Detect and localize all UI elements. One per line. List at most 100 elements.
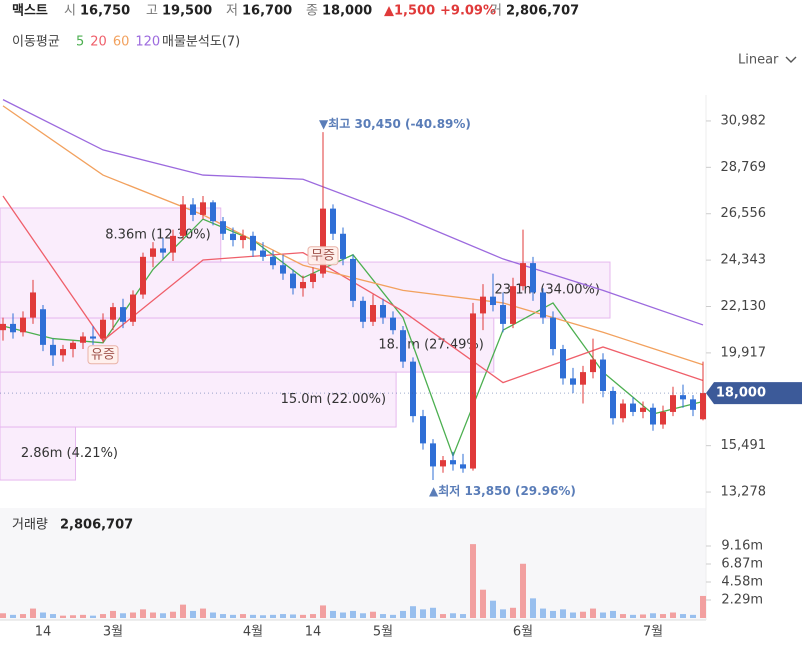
volume-bar: [660, 614, 666, 618]
event-badge: [87, 345, 119, 365]
volume-profile-label: 15.0m (22.00%): [281, 392, 386, 407]
y-tick-label: 13,278: [721, 485, 767, 500]
y-tick-label: 24,343: [721, 253, 767, 268]
candle-body: [610, 390, 616, 419]
volume-panel-value: 2,806,707: [60, 518, 133, 533]
volume-bar: [550, 610, 556, 618]
candle-body: [530, 263, 536, 293]
volume-bar: [420, 609, 426, 618]
candle-body: [150, 248, 156, 257]
candle-body: [450, 460, 456, 465]
ma-line: [2, 99, 704, 326]
volume-bar: [160, 613, 166, 618]
chevron-icon[interactable]: [785, 56, 797, 63]
volume-bar: [340, 612, 346, 618]
candle-body: [490, 296, 496, 306]
event-label: 유증: [91, 347, 115, 362]
volume-bar: [690, 614, 696, 618]
volume-bar: [680, 614, 686, 618]
volume-bar: [50, 614, 56, 618]
volume-bar: [250, 614, 256, 618]
volume-bar: [590, 608, 596, 618]
candle-body: [670, 395, 676, 412]
high-annotation: ▼최고 30,450 (-40.89%): [319, 116, 471, 131]
low-label: 저: [226, 4, 238, 19]
volume-bar: [670, 612, 676, 618]
candle-body: [90, 336, 96, 339]
candle-body: [540, 292, 546, 318]
ma-legend-item: 20: [90, 35, 107, 50]
volume-bar: [170, 611, 176, 618]
candle-body: [640, 407, 646, 412]
volume-bar: [60, 615, 66, 618]
volume-bar: [450, 613, 456, 618]
candle-body: [120, 307, 126, 322]
candle-body: [250, 235, 256, 251]
candle-body: [280, 265, 286, 274]
volume-bar: [90, 615, 96, 618]
volume-bar: [540, 608, 546, 618]
last-price-label: 18,000: [716, 386, 766, 401]
x-tick-label: 7월: [643, 625, 663, 640]
volume-bar: [200, 608, 206, 618]
volume-bar: [500, 609, 506, 618]
candle-body: [0, 323, 6, 331]
ma-legend-item: 60: [113, 35, 130, 50]
volume-bar: [240, 614, 246, 618]
volume-value: 2,806,707: [506, 4, 579, 19]
volume-bar: [400, 610, 406, 618]
candle-body: [580, 372, 586, 385]
candle-body: [50, 344, 56, 356]
candle-body: [160, 248, 166, 253]
volume-bar: [0, 613, 6, 618]
candle-body: [80, 336, 86, 343]
volume-bar: [330, 610, 336, 618]
high-label: 고: [146, 4, 158, 19]
candle-body: [560, 349, 566, 379]
candle-body: [460, 464, 466, 469]
volume-bar: [530, 598, 536, 618]
candle-body: [700, 393, 706, 420]
volume-panel-label: 거래량: [12, 518, 48, 533]
y-tick-label: 22,130: [721, 299, 767, 314]
candle-body: [190, 204, 196, 215]
scale-menu[interactable]: Linear: [738, 53, 779, 68]
volume-bar: [390, 614, 396, 618]
volume-bar: [410, 606, 416, 618]
candle-body: [630, 403, 636, 412]
profile-legend[interactable]: 매물분석도(7): [162, 35, 240, 50]
candle-body: [330, 208, 336, 234]
candle-body: [400, 330, 406, 362]
volume-bar: [220, 614, 226, 618]
volume-tick-label: 2.29m: [721, 593, 763, 608]
candle-body: [440, 460, 446, 467]
candle-body: [200, 202, 206, 215]
candle-body: [500, 305, 506, 324]
volume-bar: [270, 614, 276, 618]
candle-body: [510, 286, 516, 324]
x-tick-label: 5월: [373, 625, 393, 640]
volume-profile-label: 2.86m (4.21%): [21, 446, 118, 461]
volume-bar: [470, 544, 476, 618]
volume-tick-label: 6.87m: [721, 557, 763, 572]
event-label: 무증: [311, 248, 335, 263]
candle-body: [360, 300, 366, 322]
candle-body: [660, 411, 666, 425]
candle-body: [320, 208, 326, 274]
volume-bar: [520, 563, 526, 618]
candle-body: [30, 292, 36, 318]
volume-bar: [110, 610, 116, 618]
volume-label: 거: [490, 4, 502, 19]
volume-bar: [80, 614, 86, 618]
x-tick-label: 3월: [103, 625, 123, 640]
volume-profile-label: 8.36m (12.30%): [105, 228, 210, 243]
ma-legend-label: 이동평균: [12, 35, 60, 50]
candle-body: [130, 294, 136, 322]
ma-legend-item: 5: [76, 35, 84, 50]
volume-bar: [640, 614, 646, 618]
volume-bar: [300, 614, 306, 618]
volume-bar: [320, 605, 326, 618]
volume-bar: [490, 600, 496, 618]
volume-bar: [290, 614, 296, 618]
volume-bar: [430, 607, 436, 618]
